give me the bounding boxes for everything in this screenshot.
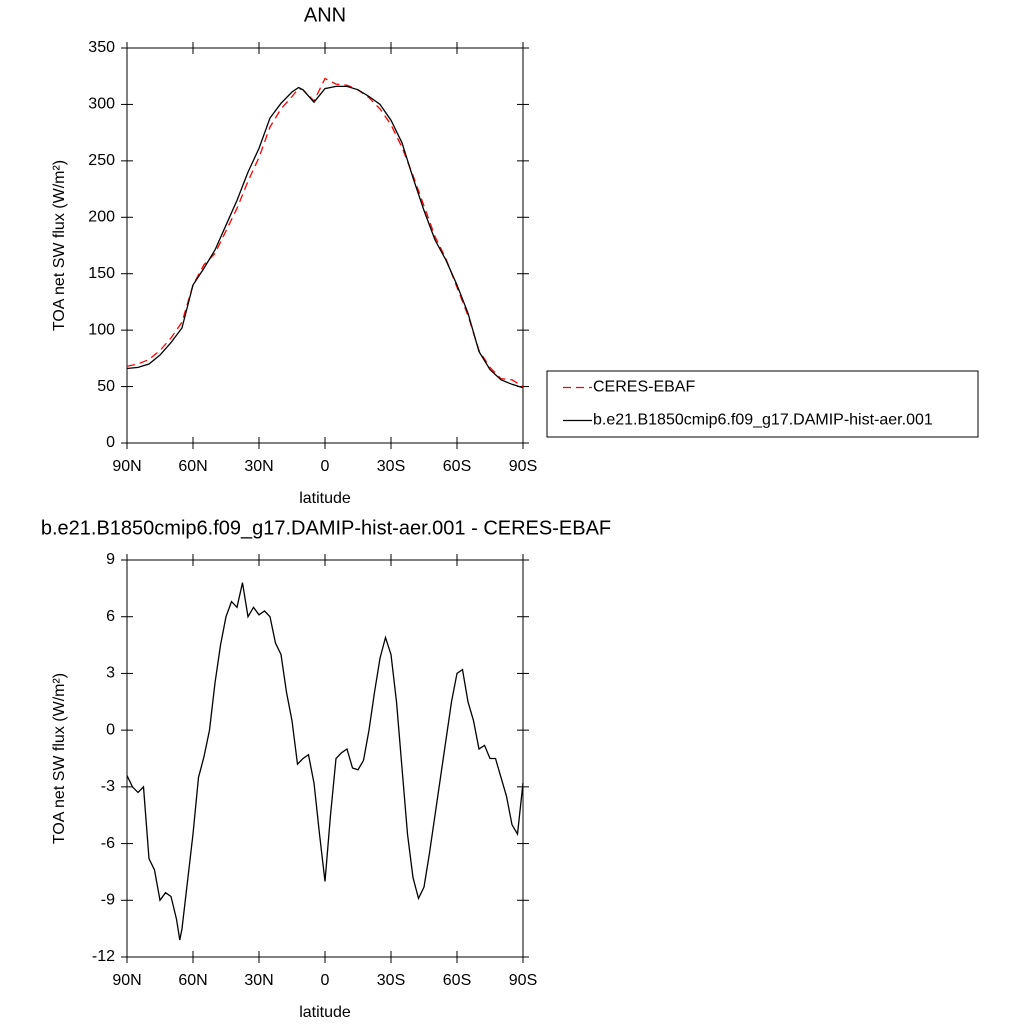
- y-tick-label: -9: [101, 892, 115, 909]
- x-tick-label: 30S: [377, 972, 405, 989]
- x-tick-label: 90N: [112, 458, 141, 475]
- plot-frame: [126, 47, 524, 444]
- y-tick-label: 6: [106, 608, 115, 625]
- x-tick-label: 30S: [377, 458, 405, 475]
- x-tick-label: 0: [321, 972, 330, 989]
- y-tick-label: -6: [101, 835, 115, 852]
- x-tick-label: 30N: [244, 972, 273, 989]
- y-axis-label: TOA net SW flux (W/m²): [51, 160, 68, 331]
- x-tick-label: 60S: [443, 972, 471, 989]
- chart-title: b.e21.B1850cmip6.f09_g17.DAMIP-hist-aer.…: [41, 517, 611, 539]
- chart-title: ANN: [304, 4, 346, 26]
- legend-label: b.e21.B1850cmip6.f09_g17.DAMIP-hist-aer.…: [593, 412, 933, 429]
- y-tick-label: 350: [88, 39, 115, 56]
- x-tick-label: 60N: [178, 972, 207, 989]
- data-line: [126, 582, 524, 941]
- y-tick-label: 150: [88, 265, 115, 282]
- data-line: [126, 77, 524, 388]
- y-tick-label: 0: [106, 434, 115, 451]
- x-tick-label: 0: [321, 458, 330, 475]
- y-tick-label: 50: [97, 378, 115, 395]
- x-axis-label: latitude: [299, 490, 351, 507]
- data-line: [126, 85, 524, 389]
- x-tick-label: 60S: [443, 458, 471, 475]
- x-tick-label: 90S: [509, 458, 537, 475]
- y-tick-label: 200: [88, 209, 115, 226]
- y-tick-label: -12: [92, 948, 115, 965]
- x-tick-label: 30N: [244, 458, 273, 475]
- x-tick-label: 90N: [112, 972, 141, 989]
- x-tick-label: 90S: [509, 972, 537, 989]
- plot-frame: [126, 559, 524, 958]
- y-axis-label: TOA net SW flux (W/m²): [51, 673, 68, 844]
- legend-box: [546, 370, 979, 438]
- y-tick-label: 300: [88, 96, 115, 113]
- y-tick-label: 9: [106, 551, 115, 568]
- y-tick-label: 3: [106, 665, 115, 682]
- x-axis-label: latitude: [299, 1004, 351, 1021]
- legend-label: CERES-EBAF: [593, 379, 695, 396]
- y-tick-label: 0: [106, 721, 115, 738]
- y-tick-label: -3: [101, 778, 115, 795]
- y-tick-label: 100: [88, 321, 115, 338]
- y-tick-label: 250: [88, 152, 115, 169]
- x-tick-label: 60N: [178, 458, 207, 475]
